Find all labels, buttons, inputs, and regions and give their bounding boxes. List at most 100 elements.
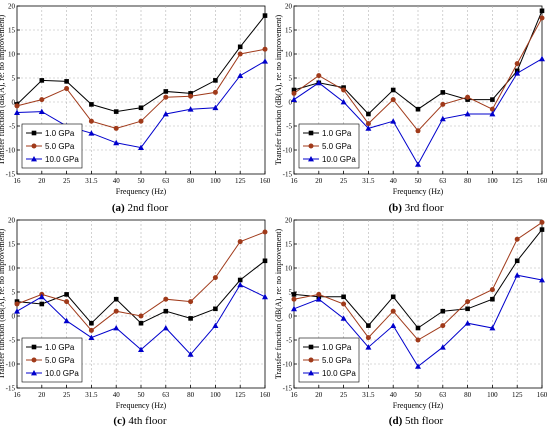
panel-1-series-1-point <box>262 13 268 18</box>
panel-3-series-2-point <box>188 299 194 305</box>
panel-3-ytick-label: 10 <box>8 265 16 273</box>
panel-3-legend-marker-3 <box>31 370 37 376</box>
panel-2-xtick-label: 125 <box>512 177 523 185</box>
panel-4-legend-marker-2 <box>308 357 314 363</box>
panel-3-series-3-point <box>113 325 120 331</box>
panel-1-caption: (a) 2nd floor <box>112 202 169 214</box>
panel-3-series-2-point <box>138 313 144 319</box>
panel-4-caption-text: 5th floor <box>402 415 443 427</box>
panel-4-series-2-point <box>316 291 322 297</box>
panel-3-series-1-point <box>237 277 243 283</box>
panel-1-ylabel: Transfer function (dB(A), re: no improve… <box>0 15 6 166</box>
panel-4-caption: (d) 5th floor <box>389 415 444 427</box>
panel-1-series-3-point <box>212 104 219 111</box>
panel-2-series-2-point <box>291 90 297 96</box>
panel-3-series-2-point <box>237 239 243 245</box>
panel-1-xtick-label: 100 <box>210 177 221 185</box>
panel-1-ytick-label: 15 <box>8 27 16 35</box>
panel-3-legend-label-1: 1.0 GPa <box>45 343 75 352</box>
panel-1-series-2-point <box>39 97 45 103</box>
panel-4-xtick-label: 31.5 <box>362 391 375 399</box>
panel-2-legend-label-1: 1.0 GPa <box>322 129 352 138</box>
panel-2-series-3-point <box>489 111 496 117</box>
panel-1-series-1-point <box>64 79 69 84</box>
panel-3-caption-text: 4th floor <box>126 415 167 427</box>
panel-3-caption: (c) 4th floor <box>113 415 166 427</box>
panel-1-series-3-point <box>237 72 244 78</box>
panel-4-series-1-point <box>514 258 520 264</box>
panel-3-series-3-point <box>63 317 70 324</box>
panel-1-series-2-point <box>188 93 194 99</box>
panel-4-series-2-point <box>489 287 495 293</box>
panel-3-legend-marker-1 <box>31 344 37 350</box>
panel-3-legend-marker-2 <box>31 357 37 363</box>
panel-2-legend-marker-1 <box>308 130 314 136</box>
panel-1-series-3-point <box>88 130 95 136</box>
panel-4-series-1-point <box>490 296 495 302</box>
panel-1-series-3-point <box>138 144 144 150</box>
panel-3-series-3-point <box>237 281 244 288</box>
panel-1-xtick-label: 20 <box>38 177 46 185</box>
panel-1-series-3-point <box>38 108 45 114</box>
panel-4-xtick-label: 25 <box>340 391 348 399</box>
panel-2-caption-text: 3rd floor <box>402 202 444 214</box>
panel-2-legend-marker-2 <box>308 143 314 149</box>
panel-3-xtick-label: 31.5 <box>85 391 98 399</box>
panel-1-series-1-point <box>89 102 94 107</box>
panel-1-xtick-label: 25 <box>63 177 71 185</box>
panel-1-series-3-point <box>162 111 169 117</box>
panel-2-series-3-point <box>365 125 372 131</box>
panel-3-series-1-point <box>138 320 144 326</box>
panel-1-series-2-point <box>262 46 268 52</box>
panel-3-xtick-label: 16 <box>14 391 22 399</box>
panel-4-series-1-point <box>291 292 297 297</box>
panel-2-xtick-label: 63 <box>439 177 447 185</box>
panel-4-series-3-point <box>315 296 322 302</box>
panel-1-xtick-label: 125 <box>235 177 246 185</box>
panel-4-xtick-label: 40 <box>390 391 398 399</box>
panel-2-series-3-point <box>315 79 322 86</box>
panel-4-series-2-point <box>440 323 446 329</box>
panel-4-xtick-label: 50 <box>415 391 423 399</box>
panel-4-series-3-point <box>539 277 545 283</box>
panel-2-series-3-point <box>340 99 347 105</box>
panel-2-series-1-point <box>440 90 446 95</box>
panel-3-series-2-point <box>14 301 20 307</box>
panel-1-series-3-point <box>113 139 120 146</box>
panel-2-series-1-point <box>490 97 495 102</box>
panel-1-series-3-point <box>262 58 268 64</box>
panel-2-series-2-point <box>341 87 347 93</box>
panel-3-ytick-label: -5 <box>9 337 15 345</box>
panel-3-xtick-label: 125 <box>235 391 246 399</box>
panel-4-series-3-point <box>390 322 397 328</box>
panel-2-ytick-label: 5 <box>289 75 293 83</box>
panel-1-series-1-point <box>237 44 243 50</box>
panel-3-xtick-label: 20 <box>38 391 46 399</box>
panel-1-series-1-point <box>39 78 45 83</box>
panel-1-xtick-label: 31.5 <box>85 177 98 185</box>
panel-4-ytick-label: -10 <box>283 361 293 369</box>
panel-2-series-1-point <box>539 8 545 14</box>
panel-4-series-2-point <box>465 299 471 305</box>
panel-3-ytick-label: 15 <box>8 241 16 249</box>
panel-4-xtick-label: 100 <box>487 391 498 399</box>
panel-1-series-1-point <box>113 109 119 114</box>
panel-4-series-2-point <box>514 236 520 242</box>
panel-4-ytick-label: 5 <box>289 289 293 297</box>
panel-3-series-2-point <box>163 296 169 302</box>
panel-3-ytick-label: -15 <box>6 385 16 393</box>
panel-1-ytick-label: -10 <box>6 147 16 155</box>
panel-2-xlabel: Frequency (Hz) <box>393 187 444 196</box>
panel-3-xtick-label: 40 <box>113 391 121 399</box>
panel-1-series-1-point <box>188 91 193 96</box>
panel-2-ylabel: Transfer function (dB(A), re: no improve… <box>274 15 283 166</box>
panel-4-series-2-point <box>341 301 347 307</box>
panel-4-series-1-point <box>440 308 446 314</box>
panel-1-ytick-label: -15 <box>6 171 16 179</box>
panel-1-xtick-label: 16 <box>14 177 22 185</box>
panel-4-series-2-point <box>415 337 421 343</box>
panel-4-series-1-point <box>465 306 470 312</box>
panel-2-xtick-label: 80 <box>464 177 472 185</box>
panel-4-ytick-label: 20 <box>285 217 293 225</box>
